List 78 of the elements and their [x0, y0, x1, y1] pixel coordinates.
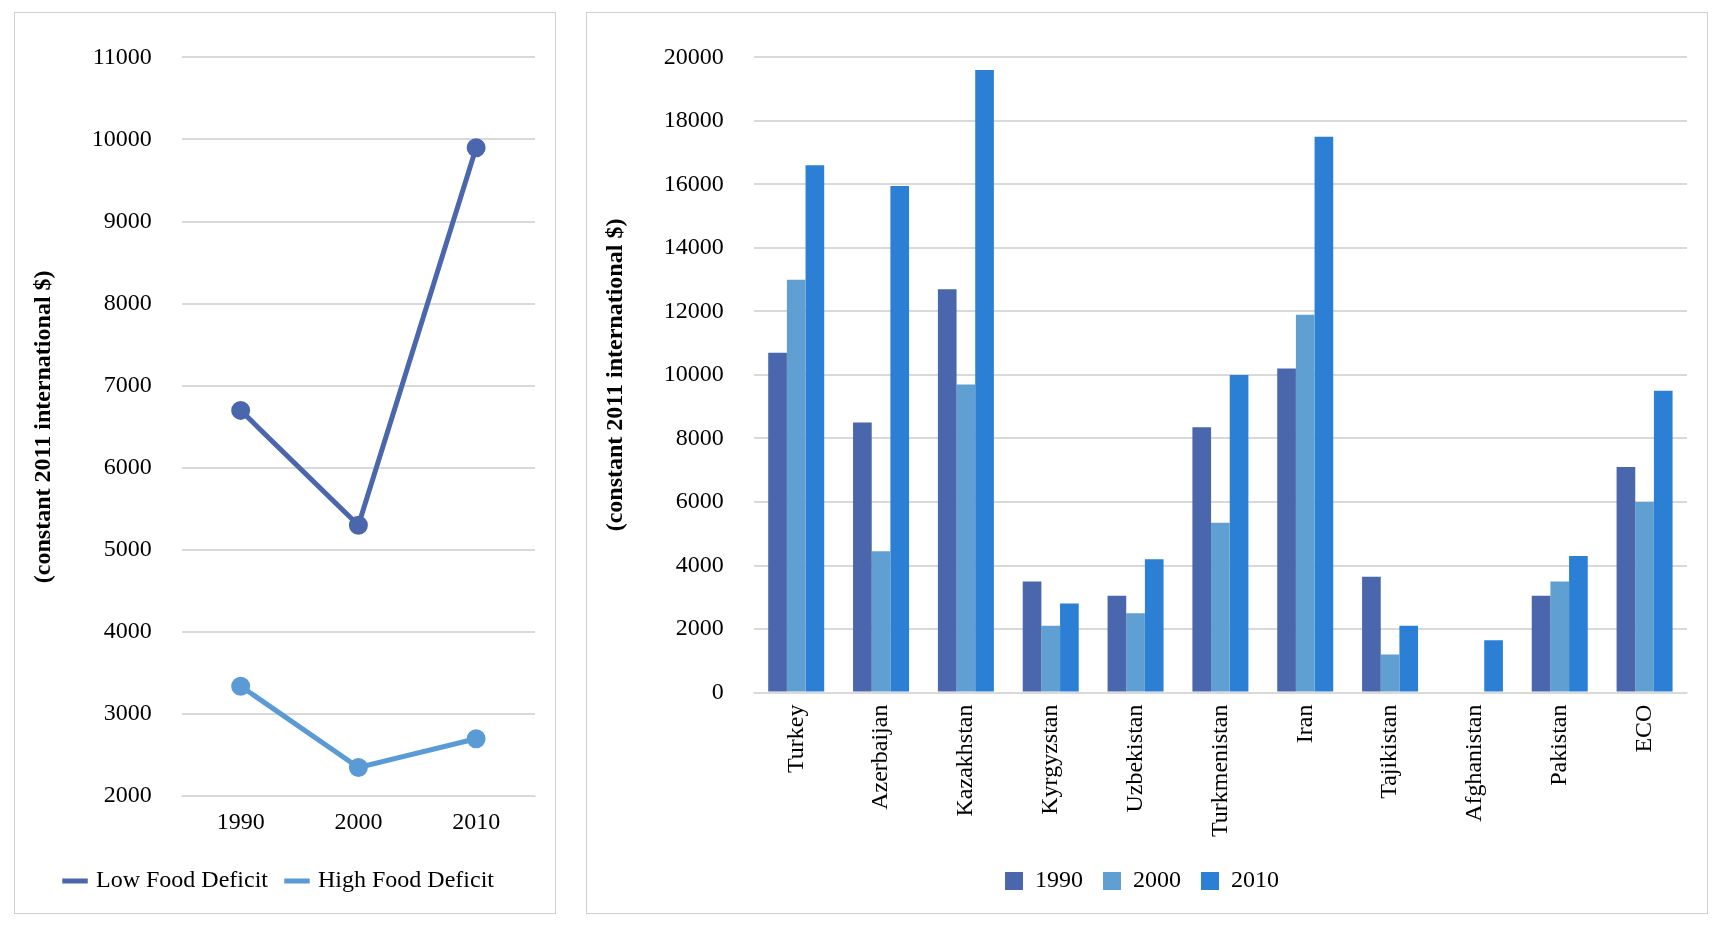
y-tick-label: 12000 [663, 296, 724, 323]
bar [1380, 654, 1400, 692]
x-tick-label: Iran [1290, 704, 1317, 744]
x-tick-label: ECO [1629, 704, 1656, 753]
bar [1041, 625, 1061, 692]
y-tick-label: 18000 [663, 106, 724, 133]
bar [805, 165, 825, 692]
legend-label: High Food Deficit [318, 866, 495, 893]
y-tick-label: 4000 [675, 550, 724, 577]
y-tick-label: 5000 [103, 535, 152, 562]
point [231, 676, 251, 696]
bar [1060, 603, 1079, 692]
y-tick-label: 16000 [663, 169, 724, 196]
x-tick-label: Turkmenistan [1205, 704, 1232, 838]
bar [956, 384, 976, 692]
bar [1295, 314, 1315, 692]
legend-label: 2000 [1133, 866, 1181, 893]
y-tick-label: 11000 [92, 42, 152, 69]
point [466, 138, 486, 158]
bar [786, 279, 806, 692]
bar [1399, 625, 1419, 692]
y-tick-label: 8000 [675, 423, 724, 450]
x-tick-label: Turkey [781, 704, 808, 774]
y-tick-label: 6000 [103, 453, 152, 480]
x-tick-label: 2010 [452, 807, 501, 834]
bar [1022, 581, 1042, 692]
point [348, 515, 368, 535]
bar [1277, 368, 1296, 692]
x-tick-label: Kyrgyzstan [1036, 704, 1063, 815]
y-tick-label: 14000 [663, 233, 724, 260]
legend-label: 2010 [1231, 866, 1279, 893]
bar [1362, 576, 1381, 692]
bar [768, 352, 787, 692]
y-tick-label: 7000 [103, 371, 152, 398]
bar [1314, 136, 1334, 692]
y-tick-label: 8000 [103, 288, 152, 315]
y-tick-label: 3000 [103, 699, 152, 726]
y-axis-title: (constant 2011 international $) [600, 218, 627, 532]
x-tick-label: Afghanistan [1460, 704, 1487, 822]
y-tick-label: 9000 [103, 206, 152, 233]
x-tick-label: Pakistan [1545, 704, 1572, 786]
bar [1144, 559, 1164, 692]
bar [1653, 390, 1673, 692]
bar [937, 289, 957, 692]
x-tick-label: Kazakhstan [951, 704, 978, 817]
bar [853, 422, 872, 692]
bar [1126, 613, 1145, 692]
bar [890, 186, 910, 692]
y-tick-label: 10000 [663, 360, 724, 387]
bar [1211, 522, 1230, 692]
bar [975, 70, 994, 692]
bar [1531, 595, 1551, 692]
y-tick-label: 10000 [91, 124, 152, 151]
bar [1107, 595, 1127, 692]
bar [1550, 581, 1570, 692]
y-tick-label: 6000 [675, 487, 724, 514]
legend-label: 1990 [1035, 866, 1083, 893]
x-tick-label: Tajikistan [1375, 704, 1402, 799]
point [231, 400, 251, 420]
point [348, 757, 368, 777]
y-tick-label: 2000 [675, 614, 724, 641]
y-axis-title: (constant 2011 international $) [28, 270, 55, 584]
legend-label: Low Food Deficit [96, 866, 269, 893]
bar [1616, 467, 1636, 692]
point [466, 729, 486, 749]
bar [1229, 374, 1249, 692]
y-tick-label: 0 [711, 677, 724, 704]
x-tick-label: 2000 [334, 807, 383, 834]
bar [1484, 640, 1503, 692]
x-tick-label: Uzbekistan [1120, 704, 1147, 813]
bar [871, 551, 891, 692]
bar [1192, 427, 1212, 692]
y-tick-label: 20000 [663, 42, 724, 69]
x-tick-label: 1990 [216, 807, 265, 834]
bar [1635, 502, 1654, 692]
y-tick-label: 4000 [103, 617, 152, 644]
x-tick-label: Azerbaijan [866, 704, 893, 810]
bar [1569, 555, 1588, 692]
